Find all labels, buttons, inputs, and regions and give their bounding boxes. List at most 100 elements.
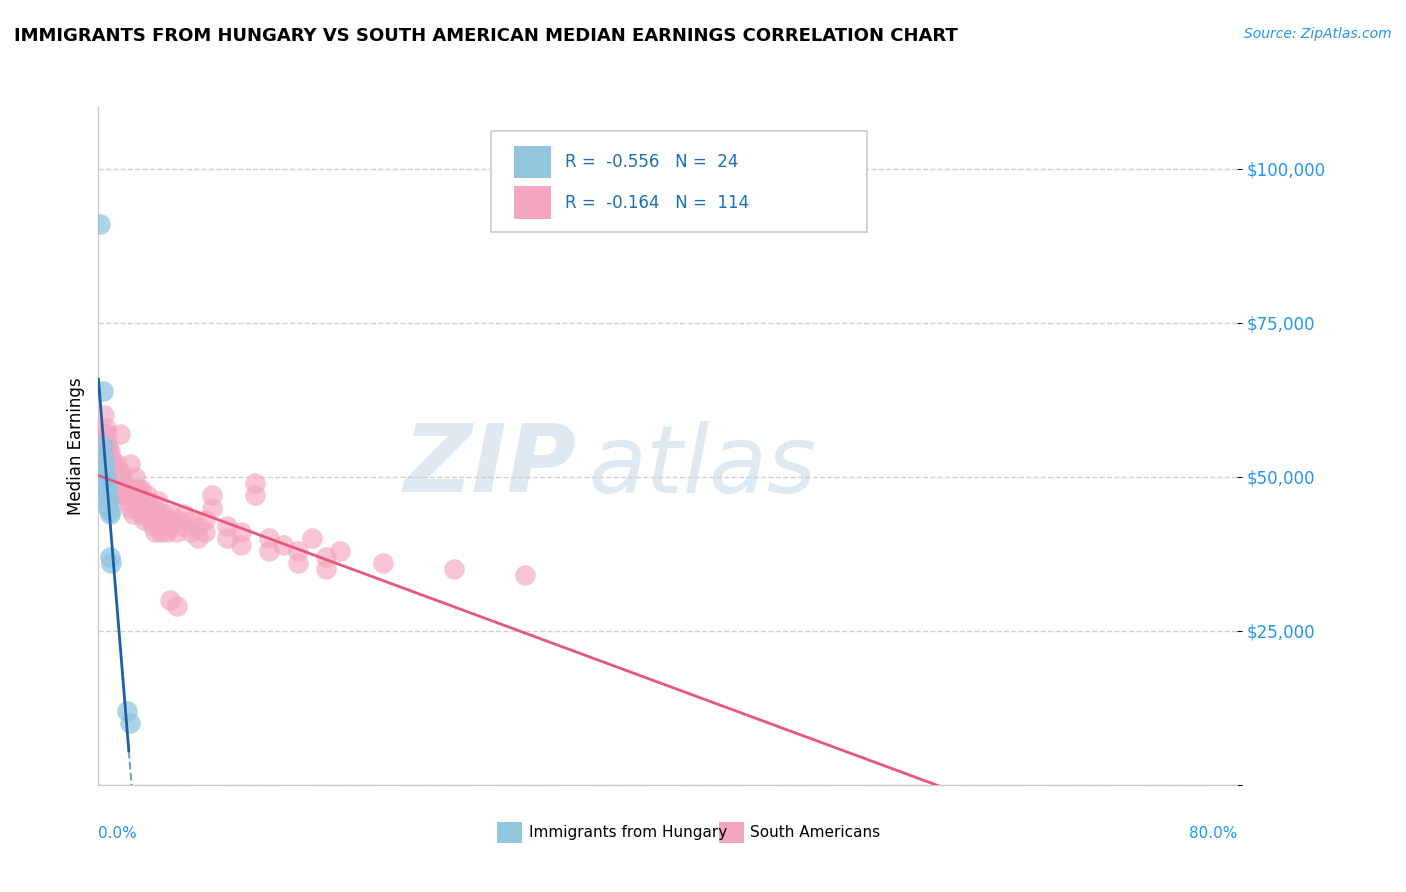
Text: Source: ZipAtlas.com: Source: ZipAtlas.com — [1244, 27, 1392, 41]
Point — [94, 451, 117, 466]
Point — [243, 475, 266, 490]
Point — [101, 458, 124, 472]
Point — [215, 532, 238, 546]
Point — [129, 482, 152, 496]
Point — [129, 494, 152, 508]
Text: South Americans: South Americans — [749, 825, 880, 840]
FancyBboxPatch shape — [515, 186, 551, 219]
Point — [97, 451, 120, 466]
Point — [118, 500, 141, 515]
Point — [94, 458, 117, 472]
Point — [273, 538, 295, 552]
Point — [91, 451, 114, 466]
Point — [315, 549, 337, 564]
Point — [91, 426, 114, 441]
Point — [100, 482, 122, 496]
Point — [91, 439, 114, 453]
Point — [127, 500, 149, 515]
Point — [159, 507, 181, 521]
Point — [105, 458, 128, 472]
Point — [98, 464, 121, 478]
Point — [101, 470, 124, 484]
Point — [243, 488, 266, 502]
Point — [148, 519, 170, 533]
Point — [180, 513, 202, 527]
Point — [93, 467, 115, 481]
Text: 0.0%: 0.0% — [98, 826, 138, 840]
Point — [93, 451, 115, 466]
Point — [129, 507, 152, 521]
Point — [104, 464, 127, 478]
Text: Immigrants from Hungary: Immigrants from Hungary — [529, 825, 727, 840]
Point — [93, 458, 115, 472]
Point — [98, 504, 121, 518]
Point — [97, 500, 120, 515]
Point — [145, 513, 167, 527]
Point — [329, 543, 352, 558]
Point — [173, 507, 195, 521]
Point — [91, 439, 114, 453]
Text: ZIP: ZIP — [404, 420, 576, 512]
Point — [94, 475, 117, 490]
Point — [187, 519, 209, 533]
Text: 80.0%: 80.0% — [1189, 826, 1237, 840]
Point — [115, 494, 138, 508]
Point — [150, 513, 173, 527]
Point — [108, 475, 131, 490]
Point — [98, 475, 121, 490]
Point — [301, 532, 323, 546]
Point — [112, 475, 135, 490]
Point — [259, 543, 281, 558]
Text: R =  -0.164   N =  114: R = -0.164 N = 114 — [565, 194, 749, 211]
Point — [104, 475, 127, 490]
Point — [100, 464, 122, 478]
Point — [101, 488, 124, 502]
Point — [110, 470, 132, 484]
Point — [141, 519, 163, 533]
Point — [194, 513, 217, 527]
Point — [96, 458, 118, 472]
Point — [98, 445, 121, 459]
Point — [373, 556, 395, 570]
Point — [127, 482, 149, 496]
Point — [141, 507, 163, 521]
Point — [96, 426, 118, 441]
Point — [97, 494, 120, 508]
Text: atlas: atlas — [588, 421, 817, 512]
Point — [173, 519, 195, 533]
Point — [94, 420, 117, 434]
Point — [115, 704, 138, 718]
Point — [96, 488, 118, 502]
Point — [96, 464, 118, 478]
Point — [194, 525, 217, 540]
Point — [93, 439, 115, 453]
Point — [94, 439, 117, 453]
Point — [515, 568, 537, 582]
Point — [89, 217, 111, 231]
Point — [215, 519, 238, 533]
Point — [97, 458, 120, 472]
Point — [110, 482, 132, 496]
Point — [108, 464, 131, 478]
Point — [135, 494, 157, 508]
Point — [100, 556, 122, 570]
Point — [229, 525, 252, 540]
Y-axis label: Median Earnings: Median Earnings — [66, 377, 84, 515]
Point — [156, 525, 179, 540]
FancyBboxPatch shape — [491, 131, 868, 233]
Point — [108, 426, 131, 441]
Point — [156, 513, 179, 527]
Point — [229, 538, 252, 552]
Point — [159, 519, 181, 533]
Point — [97, 498, 120, 512]
Point — [96, 491, 118, 506]
Point — [259, 532, 281, 546]
Point — [97, 470, 120, 484]
Point — [201, 500, 224, 515]
Point — [132, 500, 155, 515]
Point — [91, 384, 114, 398]
Point — [443, 562, 465, 576]
Point — [187, 532, 209, 546]
Point — [101, 475, 124, 490]
Point — [96, 439, 118, 453]
